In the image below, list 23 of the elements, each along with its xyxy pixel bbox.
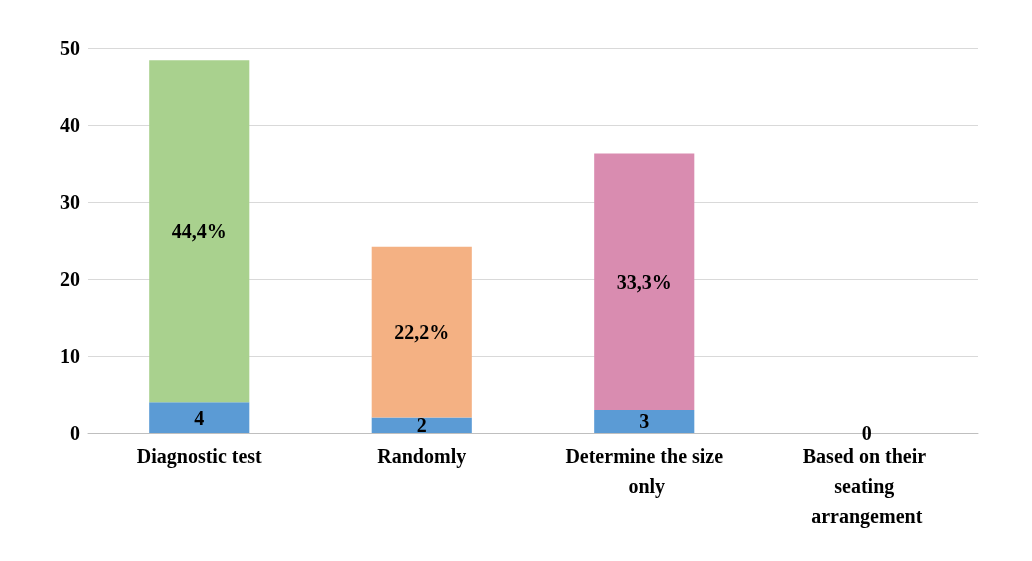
y-tick-label: 30	[60, 191, 80, 213]
data-label: 22,2%	[394, 321, 450, 344]
bar	[594, 153, 695, 410]
data-label: 0	[861, 422, 872, 444]
y-tick-label: 20	[60, 268, 80, 290]
data-label: 3	[639, 410, 650, 433]
bar	[149, 402, 250, 433]
data-label: 2	[416, 414, 427, 437]
bar	[371, 246, 472, 418]
x-tick-label: Diagnostic test	[136, 445, 263, 468]
x-tick-label: Based on their seating arrangement	[802, 445, 931, 528]
y-tick-label: 10	[60, 345, 80, 367]
data-label: 33,3%	[616, 270, 672, 293]
y-tick-label: 50	[60, 37, 80, 59]
bar	[594, 409, 695, 433]
bar	[149, 60, 250, 403]
data-label: 44,4%	[171, 220, 227, 243]
x-tick-label: Randomly	[377, 445, 467, 468]
x-tick-label: Determine the size only	[565, 445, 724, 498]
bar	[371, 417, 472, 433]
data-label: 4	[194, 406, 205, 429]
y-tick-label: 0	[70, 422, 80, 444]
y-tick-label: 40	[60, 114, 80, 136]
